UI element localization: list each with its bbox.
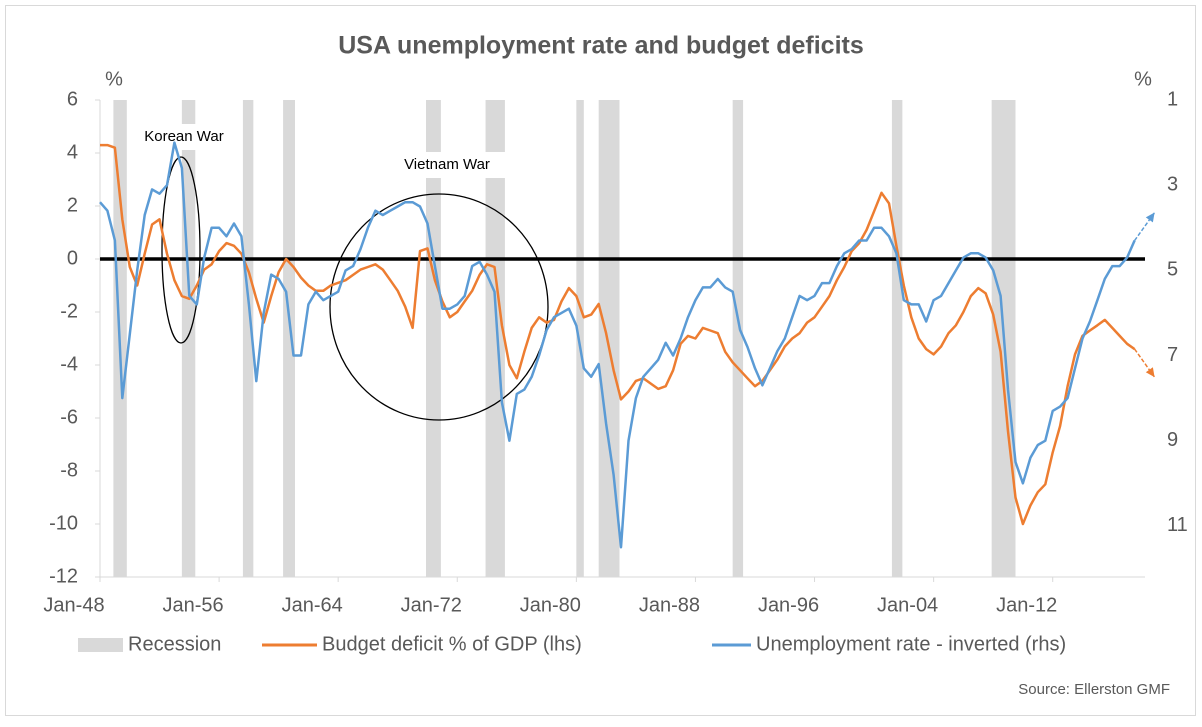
korean-war-ellipse — [161, 156, 201, 344]
y-tick-label: -8 — [60, 459, 78, 481]
y2-tick-label: 9 — [1167, 429, 1178, 451]
y-tick-label: 2 — [67, 194, 78, 216]
recession-band — [426, 100, 441, 577]
recession-band — [576, 100, 584, 577]
legend-label: Budget deficit % of GDP (lhs) — [322, 633, 582, 655]
y-tick-label: -10 — [49, 512, 78, 534]
recession-band — [598, 100, 620, 577]
x-tick-label: Jan-72 — [401, 594, 462, 616]
legend-label: Unemployment rate - inverted (rhs) — [756, 633, 1066, 655]
y2-tick-label: 3 — [1167, 173, 1178, 195]
y-tick-label: 4 — [67, 141, 78, 163]
annotation: Korean War — [144, 128, 223, 145]
y-tick-label: -6 — [60, 406, 78, 428]
recession-band — [891, 100, 903, 577]
y-tick-label: -12 — [49, 565, 78, 587]
vietnam-war-ellipse — [329, 193, 549, 421]
y2-tick-label: 5 — [1167, 259, 1178, 281]
recession-band — [242, 100, 254, 577]
chart-title: USA unemployment rate and budget deficit… — [338, 32, 864, 60]
x-tick-label: Jan-04 — [877, 594, 938, 616]
y-tick-label: 0 — [67, 247, 78, 269]
recession-band — [485, 100, 505, 577]
trend-arrow-head — [1145, 212, 1155, 223]
series-line — [99, 141, 1136, 549]
recession-band — [181, 100, 196, 577]
y2-unit: % — [1134, 68, 1152, 90]
recession-band — [732, 100, 744, 577]
x-tick-label: Jan-88 — [639, 594, 700, 616]
y-tick-label: 6 — [67, 88, 78, 110]
series-line — [100, 143, 1136, 526]
trend-arrow-head — [1145, 367, 1155, 378]
legend-label: Recession — [128, 633, 221, 655]
y2-tick-label: 7 — [1167, 344, 1178, 366]
x-tick-label: Jan-64 — [282, 594, 343, 616]
x-tick-label: Jan-80 — [520, 594, 581, 616]
annotation-bg — [378, 152, 516, 178]
x-tick-label: Jan-96 — [758, 594, 819, 616]
source: Source: Ellerston GMF — [1018, 681, 1170, 698]
x-tick-label: Jan-12 — [996, 594, 1057, 616]
y-unit: % — [105, 68, 123, 90]
annotation: Vietnam War — [404, 156, 490, 173]
legend-swatch — [78, 638, 123, 652]
y-tick-label: -2 — [60, 300, 78, 322]
x-tick-label: Jan-56 — [163, 594, 224, 616]
recession-band — [283, 100, 296, 577]
y2-tick-label: 1 — [1167, 88, 1178, 110]
y2-tick-label: 11 — [1167, 514, 1188, 536]
y-tick-label: -4 — [60, 353, 78, 375]
annotation-bg — [128, 124, 240, 150]
x-tick-label: Jan-48 — [43, 594, 104, 616]
